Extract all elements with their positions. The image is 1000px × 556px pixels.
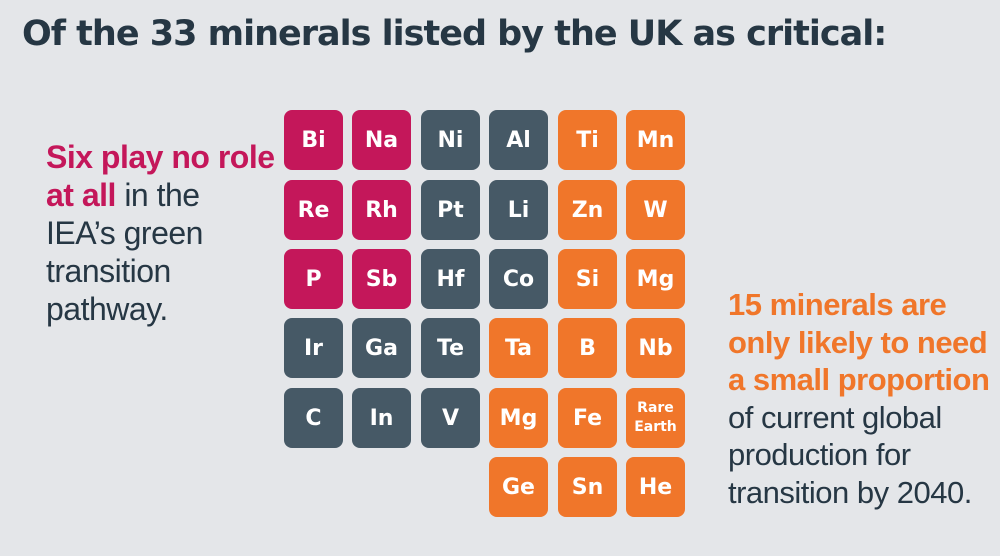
- mineral-tile-ir: Ir: [284, 318, 343, 378]
- small-proportion-highlight: 15 minerals are only likely to need a sm…: [728, 287, 990, 397]
- page-title: Of the 33 minerals listed by the UK as c…: [22, 14, 887, 54]
- mineral-tile-li: Li: [489, 180, 548, 240]
- mineral-tile-al: Al: [489, 110, 548, 170]
- mineral-tile-nb: Nb: [626, 318, 685, 378]
- mineral-tile-bi: Bi: [284, 110, 343, 170]
- mineral-tile-fe: Fe: [558, 388, 617, 448]
- mineral-tile-ga: Ga: [352, 318, 411, 378]
- mineral-tile-p: P: [284, 249, 343, 309]
- mineral-tile-in: In: [352, 388, 411, 448]
- mineral-tile-c: C: [284, 388, 343, 448]
- mineral-tile-mg: Mg: [626, 249, 685, 309]
- mineral-tile-re: Re: [284, 180, 343, 240]
- mineral-tile-mn: Mn: [626, 110, 685, 170]
- small-proportion-note: 15 minerals are only likely to need a sm…: [728, 286, 993, 511]
- mineral-tile-b: B: [558, 318, 617, 378]
- mineral-tile-w: W: [626, 180, 685, 240]
- mineral-tile-sb: Sb: [352, 249, 411, 309]
- mineral-tile-rare-earth: Rare Earth: [626, 388, 685, 448]
- mineral-tile-co: Co: [489, 249, 548, 309]
- mineral-tile-v: V: [421, 388, 480, 448]
- small-proportion-text: of current global production for transit…: [728, 399, 972, 510]
- mineral-tile-ti: Ti: [558, 110, 617, 170]
- mineral-tile-rh: Rh: [352, 180, 411, 240]
- mineral-tile-hf: Hf: [421, 249, 480, 309]
- no-role-note: Six play no role at all in the IEA’s gre…: [46, 138, 276, 328]
- mineral-tile-pt: Pt: [421, 180, 480, 240]
- no-role-highlight: Six play no role at all: [46, 139, 275, 213]
- mineral-tile-ni: Ni: [421, 110, 480, 170]
- mineral-tile-mg: Mg: [489, 388, 548, 448]
- mineral-tile-na: Na: [352, 110, 411, 170]
- minerals-grid: Bi Na Ni Al Ti Mn Re Rh Pt Li Zn W P Sb Hf Co Si Mg Ir Ga Te…: [284, 110, 686, 520]
- mineral-tile-si: Si: [558, 249, 617, 309]
- mineral-tile-sn: Sn: [558, 457, 617, 517]
- mineral-tile-ta: Ta: [489, 318, 548, 378]
- mineral-tile-he: He: [626, 457, 685, 517]
- no-role-text: in the IEA’s green transition pathway.: [46, 177, 203, 327]
- mineral-tile-te: Te: [421, 318, 480, 378]
- mineral-tile-ge: Ge: [489, 457, 548, 517]
- mineral-tile-zn: Zn: [558, 180, 617, 240]
